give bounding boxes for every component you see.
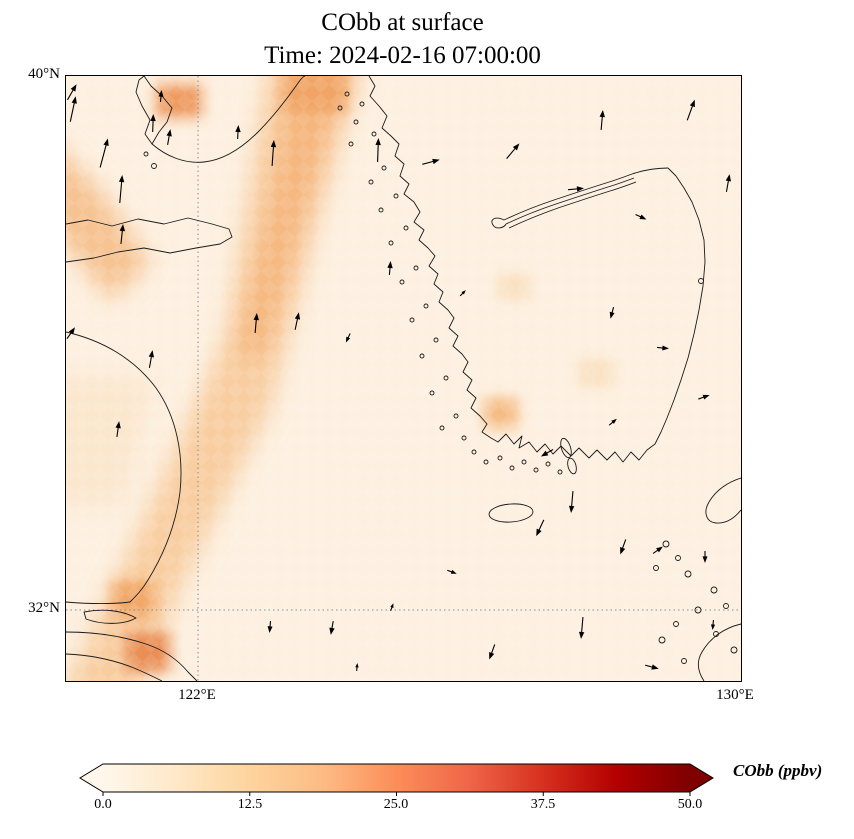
map-canvas <box>65 75 742 682</box>
colorbar-tick-25: 25.0 <box>383 797 409 812</box>
figure-title: CObb at surface <box>321 9 484 36</box>
map-plot <box>66 76 741 681</box>
colorbar-tick-50: 50.0 <box>677 797 703 812</box>
dotted-gridlines <box>66 76 741 681</box>
colorbar-ticks <box>102 792 691 796</box>
lat-tick-32N: 32°N <box>28 600 60 616</box>
colorbar-label: CObb (ppbv) <box>733 761 823 780</box>
colorbar-tick-12-5: 12.5 <box>237 797 263 812</box>
figure-subtitle-time: Time: 2024-02-16 07:00:00 <box>264 42 541 69</box>
colorbar-tick-0: 0.0 <box>94 797 112 812</box>
figure-title-block: CObb at surface Time: 2024-02-16 07:00:0… <box>65 6 740 72</box>
coastlines <box>66 76 741 681</box>
pixelation-overlay <box>66 76 741 681</box>
colorbar-bar <box>79 763 714 793</box>
wind-arrows <box>66 84 732 672</box>
colorbar <box>79 763 714 796</box>
lat-tick-40N: 40°N <box>28 66 60 82</box>
lon-tick-130E: 130°E <box>716 687 754 703</box>
colorbar-tick-37-5: 37.5 <box>530 797 556 812</box>
lon-tick-122E: 122°E <box>178 687 216 703</box>
